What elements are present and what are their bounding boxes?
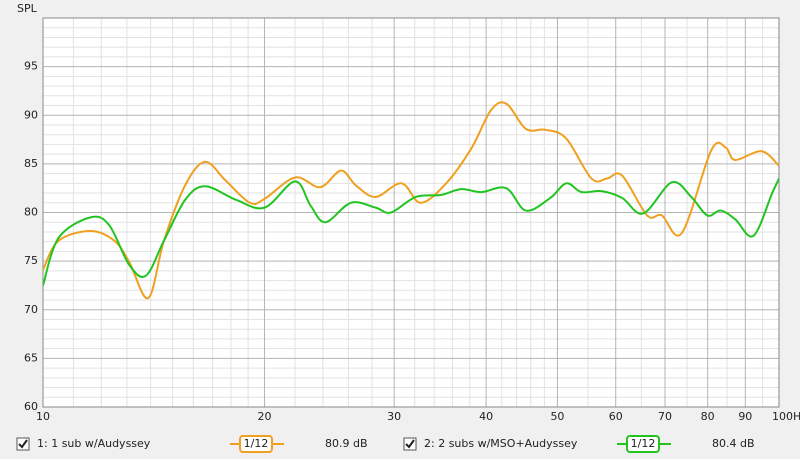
- legend-name: 1: 1 sub w/Audyssey: [37, 437, 151, 450]
- x-tick-label: 70: [658, 410, 672, 423]
- x-tick-label: 50: [550, 410, 564, 423]
- series-line: [43, 178, 779, 286]
- x-tick-label: 10: [36, 410, 50, 423]
- y-tick-label: 85: [24, 157, 38, 170]
- legend-smoothing: 1/12: [244, 437, 269, 450]
- y-tick-label: 60: [24, 400, 38, 413]
- legend-smoothing: 1/12: [631, 437, 656, 450]
- y-tick-label: 75: [24, 254, 38, 267]
- legend-checkmark: [18, 439, 28, 449]
- legend-smoothing-box[interactable]: [626, 435, 660, 453]
- legend-checkmark: [405, 439, 415, 449]
- y-tick-label: 90: [24, 108, 38, 121]
- y-tick-label: 95: [24, 60, 38, 73]
- x-tick-label: 30: [387, 410, 401, 423]
- x-tick-label: 80: [701, 410, 715, 423]
- y-tick-label: 80: [24, 206, 38, 219]
- y-axis-label: SPL: [17, 2, 38, 15]
- legend-name: 2: 2 subs w/MSO+Audyssey: [424, 437, 578, 450]
- plot-border: [42, 17, 780, 408]
- x-tick-label: 40: [479, 410, 493, 423]
- x-tick-label: 100Hz: [772, 410, 800, 423]
- y-tick-label: 65: [24, 351, 38, 364]
- x-tick-label: 20: [258, 410, 272, 423]
- x-tick-label: 90: [738, 410, 752, 423]
- legend-smoothing-box[interactable]: [239, 435, 273, 453]
- legend-level: 80.4 dB: [712, 437, 755, 450]
- y-tick-label: 70: [24, 303, 38, 316]
- x-tick-label: 60: [609, 410, 623, 423]
- legend-level: 80.9 dB: [325, 437, 368, 450]
